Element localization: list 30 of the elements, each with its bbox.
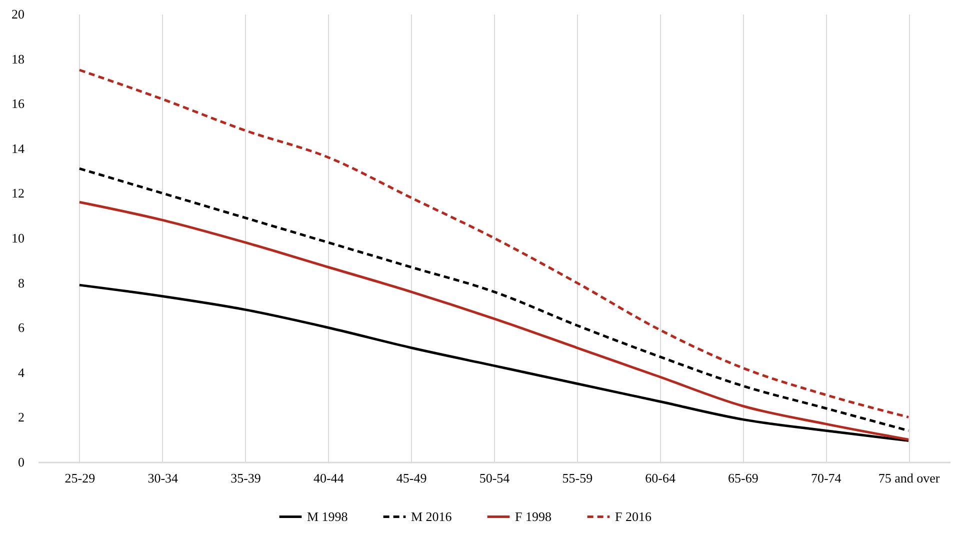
legend-label: F 2016: [615, 508, 652, 524]
line-series: [78, 68, 910, 418]
y-tick-label: 14: [12, 140, 25, 156]
legend-label: M 2016: [411, 508, 452, 524]
x-tick-label: 75 and over: [878, 470, 940, 486]
x-tick-label: 45-49: [396, 470, 427, 486]
line-series: [78, 284, 910, 442]
x-tick-label: 65-69: [728, 470, 758, 486]
y-tick-label: 0: [18, 454, 24, 470]
x-tick-label: 25-29: [64, 470, 96, 486]
y-tick-label: 2: [18, 410, 24, 425]
y-tick-label: 4: [18, 364, 25, 380]
y-tick-label: 12: [12, 186, 24, 201]
x-tick-label: 30-34: [148, 470, 179, 486]
line-series: [78, 200, 910, 441]
x-tick-label: 50-54: [479, 470, 510, 486]
y-tick-label: 18: [12, 51, 24, 66]
legend-label: M 1998: [307, 508, 348, 524]
y-tick-label: 16: [12, 96, 25, 112]
y-tick-label: 20: [12, 6, 24, 22]
y-tick-label: 8: [18, 275, 24, 290]
legend-label: F 1998: [515, 508, 552, 524]
x-tick-label: 70-74: [810, 470, 842, 486]
x-tick-label: 55-59: [562, 470, 593, 486]
line-series: [78, 167, 910, 432]
y-tick-label: 10: [12, 230, 24, 246]
x-tick-label: 60-64: [645, 470, 676, 486]
y-tick-label: 6: [18, 320, 25, 336]
x-tick-label: 35-39: [230, 470, 261, 486]
x-tick-label: 40-44: [314, 470, 344, 486]
